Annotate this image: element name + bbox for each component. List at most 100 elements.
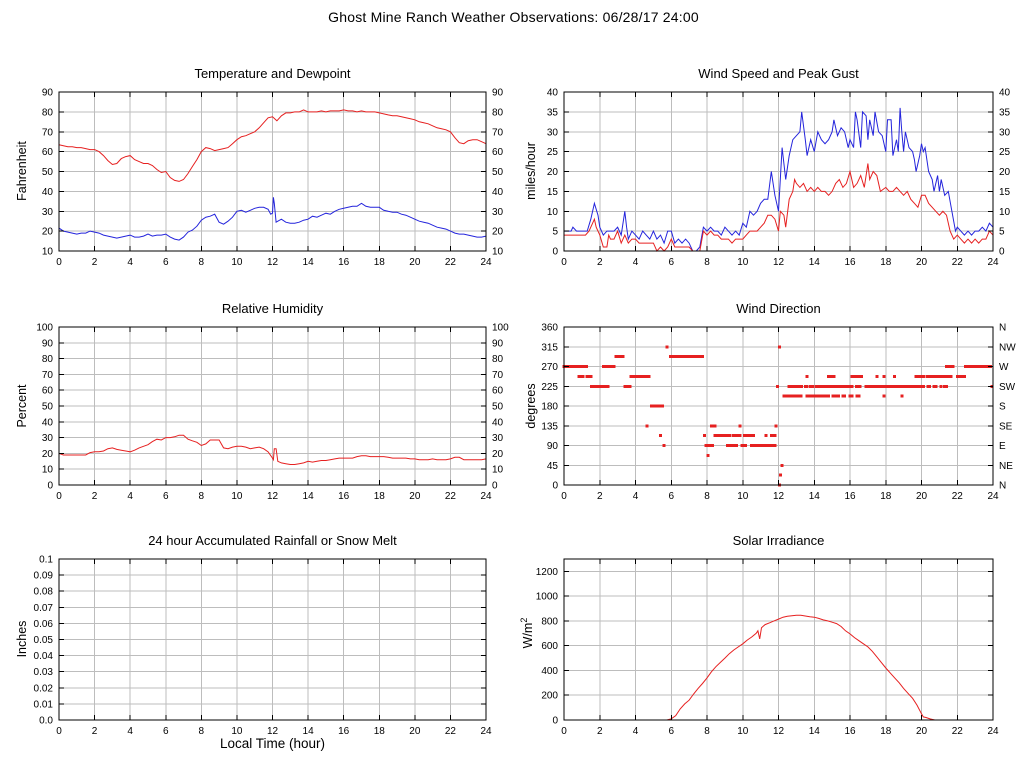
scatter-point	[688, 355, 692, 359]
scatter-point	[821, 384, 825, 388]
scatter-point	[818, 384, 822, 388]
scatter-point	[695, 355, 699, 359]
scatter-point	[573, 365, 577, 368]
scatter-point	[855, 394, 859, 398]
y-tick-label: 90	[547, 441, 559, 452]
scatter-point	[981, 365, 985, 368]
scatter-point	[814, 394, 818, 398]
y-tick-label: 30	[42, 433, 54, 444]
scatter-point	[979, 365, 983, 368]
x-tick-label: 18	[880, 726, 892, 737]
scatter-point	[868, 384, 872, 388]
scatter-point	[934, 374, 938, 378]
y-tick-label: 0.03	[34, 667, 54, 678]
scatter-point	[798, 384, 802, 388]
scatter-point	[793, 394, 797, 398]
x-tick-label: 18	[880, 491, 892, 502]
x-tick-label: 8	[704, 257, 710, 268]
scatter-point	[787, 384, 791, 388]
y-tick-label-right: E	[999, 441, 1006, 452]
scatter-point	[690, 355, 694, 359]
scatter-point	[791, 394, 795, 398]
y-tick-label: 1200	[536, 567, 559, 578]
y-tick-label-right: 20	[492, 227, 504, 238]
scatter-point	[943, 384, 947, 388]
scatter-point	[918, 374, 922, 378]
y-tick-label: 50	[42, 402, 54, 413]
x-tick-label: 12	[773, 257, 785, 268]
scatter-point	[807, 394, 811, 398]
y-tick-label-right: 40	[492, 187, 504, 198]
scatter-point	[921, 384, 925, 388]
scatter-point	[805, 384, 809, 388]
scatter-point	[595, 384, 599, 388]
scatter-point	[902, 384, 906, 388]
scatter-point	[928, 384, 931, 388]
scatter-point	[850, 384, 854, 388]
y-tick-label-right: SE	[999, 421, 1013, 432]
scatter-point	[752, 444, 755, 447]
y-tick-label: 270	[541, 362, 558, 373]
scatter-point	[706, 453, 710, 457]
scatter-point	[983, 365, 987, 368]
scatter-point	[794, 394, 798, 398]
scatter-point	[750, 444, 754, 447]
scatter-point	[903, 384, 907, 388]
y-tick-label: 90	[42, 88, 54, 99]
scatter-point	[585, 374, 589, 378]
scatter-point	[733, 434, 737, 438]
scatter-point	[932, 384, 936, 388]
scatter-point	[764, 434, 768, 438]
scatter-point	[878, 384, 882, 388]
series-wind-direction	[562, 345, 994, 487]
y-tick-label: 0.0	[39, 716, 53, 727]
scatter-point	[659, 404, 662, 408]
y-tick-label: 135	[541, 421, 558, 432]
scatter-point	[886, 384, 889, 388]
y-tick-label: 0	[552, 716, 558, 727]
scatter-point	[976, 365, 980, 368]
scatter-point	[985, 365, 989, 368]
scatter-point	[811, 384, 814, 388]
scatter-point	[601, 365, 605, 368]
y-tick-label: 0.08	[34, 587, 54, 598]
y-tick-label: 10	[547, 207, 559, 218]
y-tick-label-right: 80	[492, 354, 504, 365]
y-tick-label: 0.07	[34, 603, 54, 614]
scatter-point	[628, 384, 632, 388]
scatter-point	[936, 374, 940, 378]
scatter-point	[945, 384, 948, 388]
scatter-point	[718, 434, 722, 438]
scatter-point	[855, 374, 859, 378]
scatter-point	[951, 365, 955, 368]
scatter-point	[589, 374, 593, 378]
chart-title-wind-direction: Wind Direction	[736, 301, 821, 316]
scatter-point	[830, 374, 834, 378]
x-tick-label: 24	[480, 491, 492, 502]
x-tick-label: 6	[163, 726, 169, 737]
y-tick-label: 180	[541, 402, 558, 413]
scatter-point	[853, 374, 857, 378]
scatter-point	[974, 365, 978, 368]
scatter-point	[844, 384, 848, 388]
scatter-point	[583, 365, 587, 368]
scatter-point	[735, 434, 738, 438]
plot-rainfall: 0 2 4 6 8 10 12 14 16 18 20 22 240.00.010.020.030.04…	[34, 555, 492, 738]
scatter-point	[707, 444, 711, 447]
x-tick-label: 2	[92, 726, 98, 737]
x-tick-label: 4	[127, 726, 133, 737]
y-tick-label-right: 40	[999, 88, 1011, 99]
scatter-point	[970, 365, 974, 368]
scatter-point	[916, 384, 920, 388]
x-tick-label: 8	[199, 726, 205, 737]
scatter-point	[784, 394, 788, 398]
scatter-point	[787, 394, 791, 398]
scatter-point	[636, 374, 640, 378]
scatter-point	[578, 365, 582, 368]
scatter-point	[945, 365, 948, 368]
scatter-point	[812, 394, 816, 398]
scatter-point	[816, 394, 820, 398]
scatter-point	[713, 434, 717, 438]
scatter-point	[914, 384, 918, 388]
y-tick-label-right: 40	[492, 417, 504, 428]
